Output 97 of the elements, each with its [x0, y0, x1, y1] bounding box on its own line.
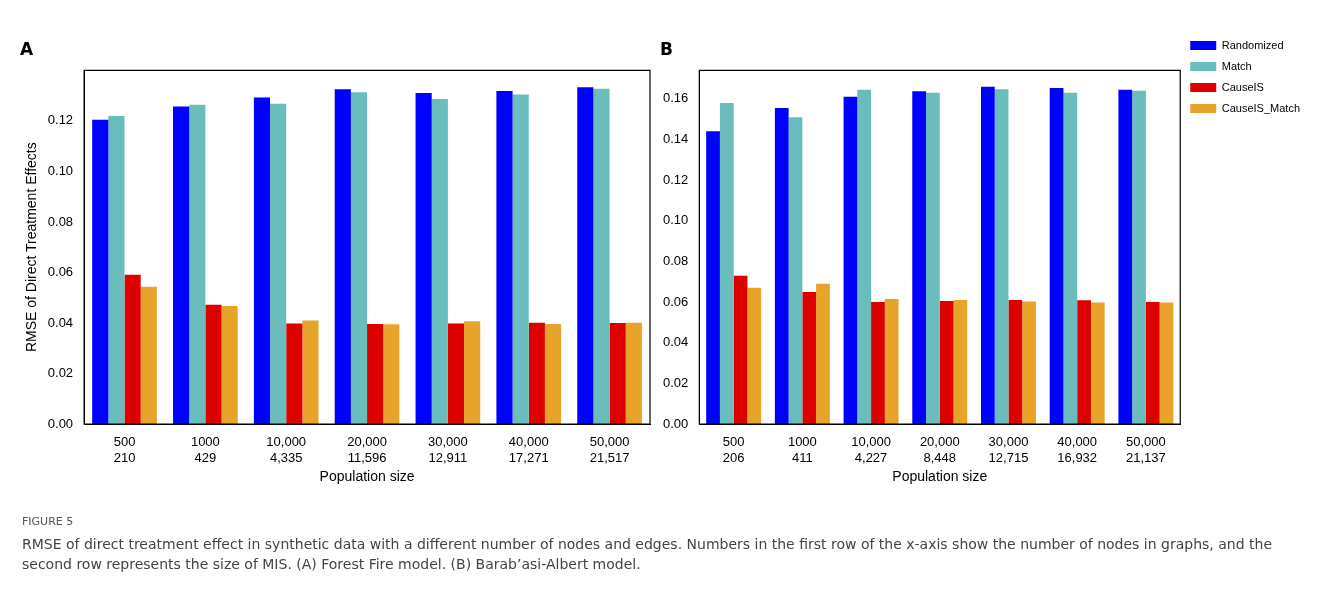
chart-title: A [20, 38, 34, 59]
bar [512, 94, 529, 424]
y-axis-title: RMSE of Direct Treatment Effects [23, 142, 40, 353]
x-tick-label: 10,000 4,335 [266, 434, 307, 465]
bar [1118, 89, 1133, 424]
bar [1145, 302, 1160, 424]
bar [253, 97, 271, 424]
bar [383, 324, 400, 424]
bar [953, 300, 968, 424]
y-tick-label: 0.10 [662, 212, 689, 228]
bar [286, 323, 303, 424]
bar [774, 108, 789, 424]
bar [1077, 300, 1091, 424]
bar [593, 88, 610, 424]
y-tick-label: 0.02 [662, 374, 689, 390]
bar [926, 92, 940, 424]
bar [747, 287, 762, 424]
bar [719, 102, 734, 424]
bar [577, 87, 594, 424]
y-tick-label: 0.08 [662, 253, 689, 268]
chart-title: B [660, 38, 673, 59]
y-tick-label: 0.12 [47, 112, 74, 128]
bar [816, 283, 830, 424]
x-tick-label: 40,000 17,271 [508, 434, 549, 465]
bar [350, 92, 368, 424]
bar [1008, 300, 1023, 424]
bar [625, 322, 642, 424]
bar [1159, 302, 1174, 424]
bar [802, 291, 817, 424]
bar [912, 91, 927, 424]
bar [1090, 302, 1105, 424]
bar [496, 91, 513, 424]
bar [843, 96, 858, 424]
x-tick-label: 50,000 21,517 [589, 434, 630, 465]
bar [994, 89, 1009, 424]
bar [871, 302, 885, 424]
y-tick-label: 0.08 [47, 213, 74, 229]
y-tick-label: 0.02 [47, 365, 74, 381]
bar [334, 89, 351, 424]
y-tick-label: 0.10 [47, 163, 74, 179]
x-tick-label: 500 206 [722, 434, 745, 465]
y-tick-label: 0.06 [662, 293, 689, 309]
caption: FIGURE 5 [22, 515, 75, 528]
bar [1022, 301, 1036, 424]
bar [939, 301, 954, 424]
bar [609, 322, 626, 424]
y-tick-label: 0.04 [47, 314, 74, 330]
bar [270, 103, 287, 424]
y-tick-label: 0.12 [662, 171, 689, 187]
legend-label: Randomized [1221, 38, 1284, 51]
legend-label: Match [1221, 59, 1252, 72]
y-tick-label: 0.16 [662, 90, 689, 106]
x-tick-label: 50,000 21,137 [1126, 434, 1166, 465]
x-tick-label: 40,000 16,932 [1057, 434, 1098, 465]
x-tick-label: 1000 429 [190, 434, 220, 465]
bar [788, 117, 803, 424]
x-axis-title: Population size [892, 468, 988, 485]
bar [884, 299, 899, 424]
bar [544, 323, 562, 424]
bar [92, 119, 109, 424]
y-tick-label: 0.00 [662, 415, 689, 431]
x-tick-label: 10,000 4,227 [851, 434, 891, 465]
bar [431, 98, 448, 424]
y-tick-label: 0.14 [662, 131, 689, 147]
bar [980, 86, 995, 424]
bar [367, 323, 384, 424]
bar [108, 116, 125, 424]
bar [1049, 88, 1064, 424]
x-tick-label: 500 210 [113, 434, 136, 465]
x-tick-label: 30,000 12,715 [988, 434, 1029, 465]
x-tick-label: 30,000 12,911 [428, 434, 468, 465]
bar [1063, 92, 1078, 424]
bar [528, 322, 545, 424]
bar [140, 286, 157, 424]
bar [733, 275, 748, 424]
bar [706, 131, 720, 424]
y-tick-label: 0.00 [47, 415, 74, 431]
y-tick-label: 0.06 [47, 264, 74, 280]
y-tick-label: 0.04 [662, 334, 689, 350]
x-tick-label: 20,000 8,448 [919, 434, 960, 465]
bar [205, 304, 222, 424]
bar [189, 104, 206, 424]
x-tick-label: 1000 411 [787, 434, 817, 465]
x-tick-label: 20,000 11,596 [347, 434, 387, 465]
bar [124, 274, 141, 424]
bar [1132, 90, 1146, 424]
legend-label: CauseIS [1221, 80, 1264, 93]
text: RMSE of direct treatment effect in synthetic data with a different number of nodes and edges. Numbers in the first row of the x-axis show the number of nodes in graphs, and the second row represents the size of MIS. (A) Forest Fire model. (B) Barab’asi-Albert model. [22, 535, 1274, 574]
bar [447, 323, 465, 424]
bar [173, 106, 190, 424]
bar [857, 89, 872, 424]
bar [302, 320, 319, 424]
x-axis-title: Population size [319, 468, 415, 485]
bar [464, 321, 481, 424]
bar [415, 92, 432, 424]
legend-label: CauseIS_Match [1221, 101, 1300, 114]
bar [221, 306, 238, 424]
